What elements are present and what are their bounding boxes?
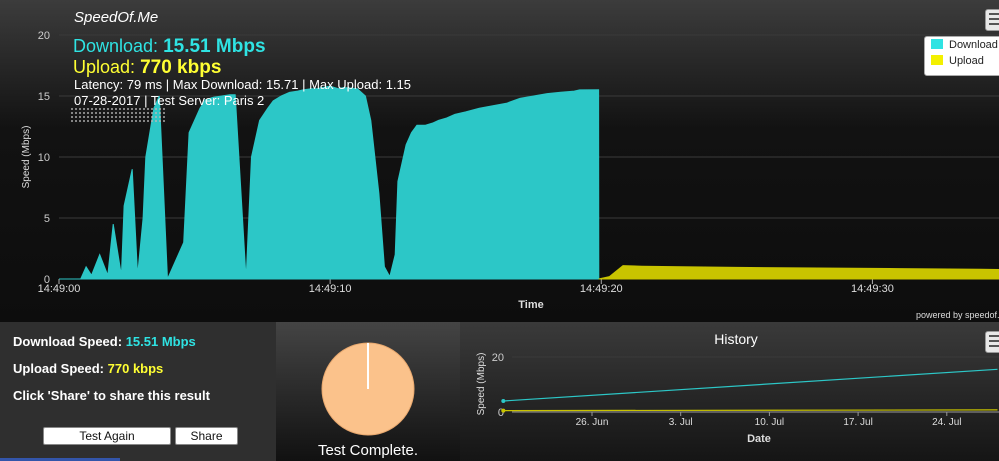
x-tick-label: 14:49:10 bbox=[309, 283, 352, 295]
share-button[interactable]: Share bbox=[175, 427, 238, 445]
download-speed-label: Download Speed: bbox=[13, 334, 123, 349]
history-y-tick-label: 0 bbox=[498, 407, 504, 419]
history-x-axis-label: Date bbox=[747, 433, 771, 445]
chart-legend: Download Upload bbox=[924, 36, 999, 76]
download-speed-row: Download Speed: 15.51 Mbps bbox=[13, 334, 196, 349]
x-tick-label: 14:49:00 bbox=[38, 283, 81, 295]
download-summary-value: 15.51 Mbps bbox=[163, 36, 266, 57]
series-area-upload bbox=[598, 265, 999, 280]
redacted-ip bbox=[70, 107, 166, 123]
y-tick-label: 5 bbox=[44, 213, 50, 225]
y-axis-label: Speed (Mbps) bbox=[21, 126, 32, 189]
history-x-tick-label: 3. Jul bbox=[669, 417, 693, 428]
y-tick-label: 0 bbox=[44, 274, 50, 286]
history-line-download bbox=[503, 368, 998, 402]
history-line-upload bbox=[503, 409, 998, 412]
download-speed-value: 15.51 Mbps bbox=[125, 334, 196, 349]
history-x-tick-label: 24. Jul bbox=[932, 417, 961, 428]
legend-item-download[interactable]: Download bbox=[931, 37, 999, 53]
history-point-download bbox=[501, 399, 506, 403]
upload-speed-value: 770 kbps bbox=[107, 361, 164, 376]
powered-by: powered by speedof.m bbox=[916, 310, 999, 320]
taskbar-strip bbox=[0, 458, 120, 461]
download-swatch bbox=[931, 39, 943, 49]
history-x-tick-label: 17. Jul bbox=[843, 417, 872, 428]
history-chart: 0 20 26. Jun 3. Jul 10. Jul 17. Jul 24. Jul Dat… bbox=[476, 352, 999, 445]
date-server-line: 07-28-2017 | Test Server: Paris 2 bbox=[74, 93, 265, 108]
x-tick-label: 14:49:30 bbox=[851, 283, 894, 295]
upload-summary-value: 770 kbps bbox=[140, 57, 222, 78]
upload-speed-row: Upload Speed: 770 kbps bbox=[13, 361, 163, 376]
history-x-tick-label: 10. Jul bbox=[755, 417, 784, 428]
y-tick-label: 20 bbox=[38, 30, 50, 42]
history-x-tick-label: 26. Jun bbox=[576, 417, 609, 428]
history-y-tick-label: 20 bbox=[492, 352, 504, 364]
y-tick-label: 10 bbox=[38, 152, 50, 164]
share-hint: Click 'Share' to share this result bbox=[13, 388, 210, 403]
stats-line: Latency: 79 ms | Max Download: 15.71 | M… bbox=[74, 77, 411, 92]
upload-swatch bbox=[931, 55, 943, 65]
history-panel bbox=[460, 322, 999, 461]
test-status: Test Complete. bbox=[317, 442, 419, 459]
history-menu-button[interactable] bbox=[985, 331, 999, 353]
brand-title: SpeedOf.Me bbox=[74, 9, 159, 26]
history-point-upload bbox=[501, 408, 506, 413]
legend-download-label: Download bbox=[949, 39, 998, 51]
download-summary: Download: 15.51 Mbps bbox=[73, 36, 266, 58]
upload-speed-label: Upload Speed: bbox=[13, 361, 105, 376]
history-title: History bbox=[714, 331, 758, 347]
speed-chart: 0 5 10 15 20 14:49:00 14:49:10 14:49:20 14:49:30… bbox=[21, 30, 999, 311]
legend-item-upload[interactable]: Upload bbox=[931, 53, 999, 69]
x-tick-label: 14:49:20 bbox=[580, 283, 623, 295]
download-summary-label: Download: bbox=[73, 36, 159, 56]
series-area-download bbox=[59, 85, 600, 280]
x-axis-label: Time bbox=[518, 299, 543, 311]
upload-summary-label: Upload: bbox=[73, 57, 136, 77]
upload-summary: Upload: 770 kbps bbox=[73, 57, 221, 79]
test-again-button[interactable]: Test Again bbox=[43, 427, 171, 445]
chart-menu-button[interactable] bbox=[985, 9, 999, 31]
history-y-axis-label: Speed (Mbps) bbox=[476, 353, 487, 416]
legend-upload-label: Upload bbox=[949, 55, 984, 67]
progress-pie bbox=[321, 342, 415, 436]
y-tick-label: 15 bbox=[38, 91, 50, 103]
